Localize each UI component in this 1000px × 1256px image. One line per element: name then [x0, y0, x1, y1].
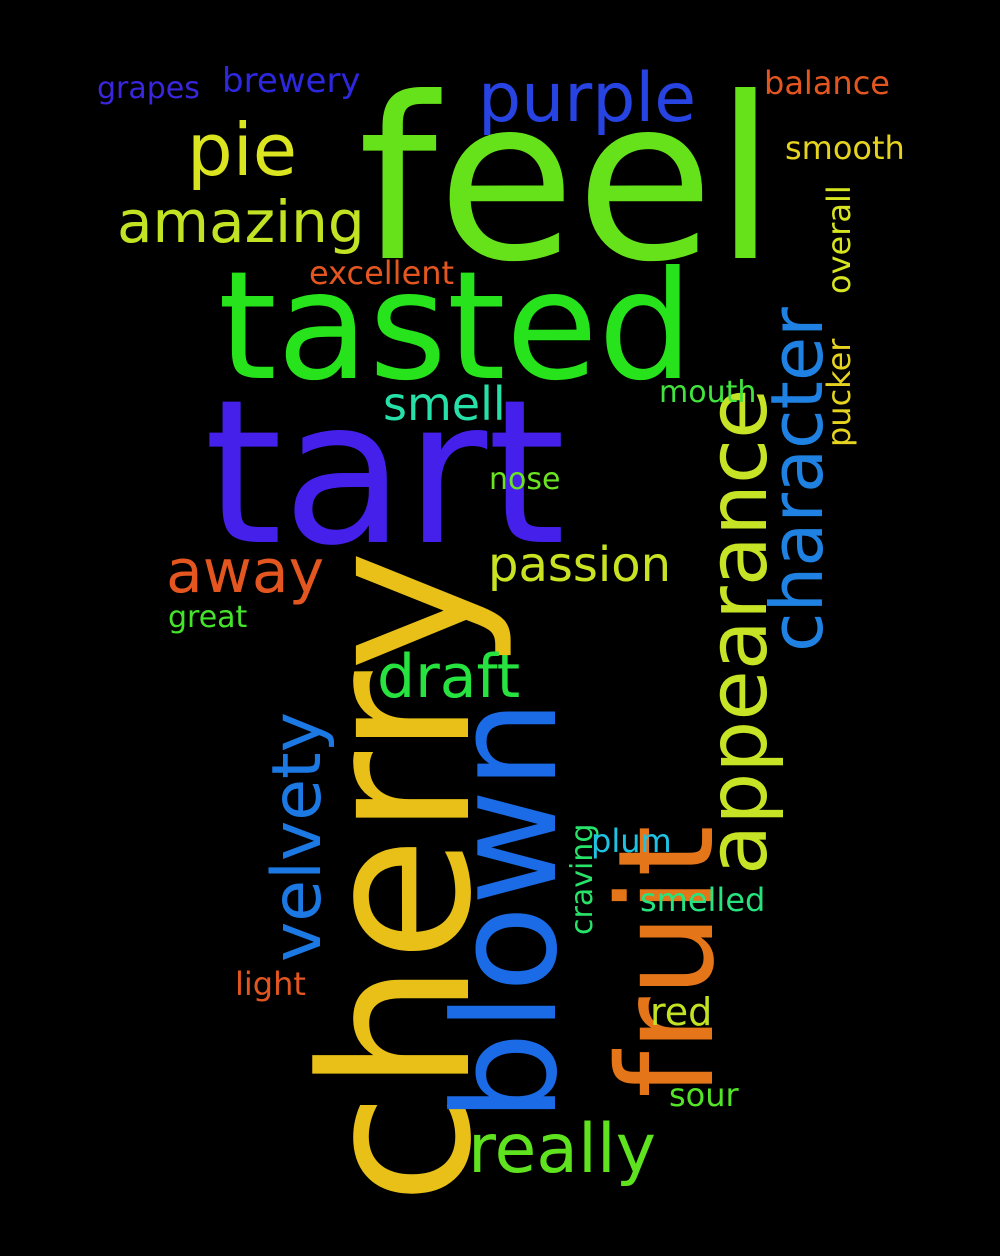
word-fruit: fruit	[590, 825, 744, 1098]
word-nose: nose	[489, 462, 560, 497]
word-blown: blown	[424, 699, 589, 1122]
word-balance: balance	[764, 64, 890, 102]
word-excellent: excellent	[309, 254, 454, 292]
word-velvety: velvety	[258, 712, 337, 962]
word-draft: draft	[377, 642, 520, 712]
word-pucker: pucker	[820, 338, 858, 447]
word-smelled: smelled	[640, 881, 765, 919]
word-red: red	[650, 990, 712, 1034]
word-craving: craving	[565, 824, 600, 935]
word-character: character	[755, 307, 839, 652]
word-plum: plum	[591, 822, 672, 860]
word-passion: passion	[488, 537, 671, 593]
word-overall: overall	[820, 185, 858, 294]
word-really: really	[468, 1110, 656, 1189]
word-tart: tart	[204, 357, 566, 590]
word-light: light	[235, 965, 306, 1003]
word-cherry: cherry	[279, 550, 517, 1205]
word-smooth: smooth	[785, 129, 905, 167]
word-appearance: appearance	[691, 388, 786, 875]
word-pie: pie	[187, 108, 297, 192]
word-purple: purple	[478, 59, 696, 138]
word-sour: sour	[669, 1076, 740, 1114]
word-tasted: tasted	[218, 240, 693, 414]
word-grapes: grapes	[97, 71, 200, 106]
word-smell: smell	[383, 377, 506, 431]
word-feel: feel	[358, 50, 777, 312]
word-amazing: amazing	[117, 188, 365, 256]
word-away: away	[166, 537, 324, 607]
word-great: great	[168, 600, 248, 635]
word-brewery: brewery	[222, 61, 361, 101]
word-mouth: mouth	[659, 375, 756, 410]
